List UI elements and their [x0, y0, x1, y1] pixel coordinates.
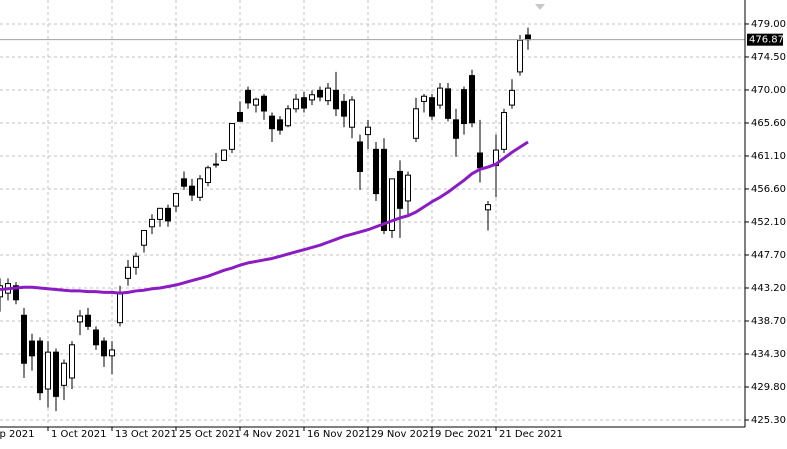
candle-body — [413, 108, 419, 139]
y-tick-label: 429.80 — [751, 382, 786, 393]
moving-average — [0, 140, 529, 295]
candle-body — [181, 178, 187, 187]
last-price-label: 476.87 — [749, 35, 784, 46]
candle-body — [389, 178, 395, 231]
candle-body — [157, 207, 163, 220]
candle-body — [381, 148, 387, 231]
y-tick-label: 470.00 — [751, 85, 786, 96]
candle-body — [341, 100, 347, 117]
candle-body — [357, 141, 363, 172]
candle-body — [221, 149, 227, 161]
candle-body — [197, 178, 203, 198]
candle-body — [525, 34, 531, 41]
candle-body — [421, 95, 427, 102]
candle-body — [13, 285, 19, 301]
x-tick-label: 1 Oct 2021 — [51, 429, 106, 440]
x-tick-label: 13 Oct 2021 — [115, 429, 177, 440]
y-tick-label: 474.50 — [751, 52, 786, 63]
candle-body — [349, 99, 355, 128]
candle-body — [325, 87, 331, 102]
x-tick-label: 25 Oct 2021 — [179, 429, 241, 440]
candle-body — [469, 75, 475, 124]
candle-body — [237, 111, 243, 122]
candle-body — [189, 185, 195, 196]
x-tick-label: 16 Nov 2021 — [307, 429, 371, 440]
candle-body — [293, 98, 299, 110]
candle-body — [213, 163, 219, 166]
candle-body — [101, 340, 107, 357]
x-tick-label: 21 Dec 2021 — [499, 429, 563, 440]
candle-body — [253, 98, 259, 106]
candle-body — [333, 89, 339, 110]
x-tick-label: Sep 2021 — [0, 429, 34, 440]
candle-body — [477, 152, 483, 169]
y-tick-label: 452.10 — [751, 217, 786, 228]
candle-body — [53, 351, 59, 397]
candle-body — [277, 119, 283, 131]
candle-body — [229, 123, 235, 150]
candle-body — [125, 266, 131, 279]
candle-body — [445, 88, 451, 119]
candle-body — [261, 95, 267, 112]
candle-body — [0, 285, 3, 298]
candle-body — [117, 292, 123, 324]
candle-body — [109, 349, 115, 357]
candle-body — [29, 340, 35, 357]
candle-body — [429, 97, 435, 117]
candle-body — [149, 218, 155, 228]
candle-body — [501, 111, 507, 150]
y-tick-label: 447.70 — [751, 250, 786, 261]
candle-body — [453, 119, 459, 139]
candle-body — [61, 362, 67, 386]
candle-body — [141, 229, 147, 246]
candle-body — [461, 89, 467, 125]
y-tick-label: 443.20 — [751, 283, 786, 294]
candle-body — [509, 89, 515, 106]
candle-body — [85, 314, 91, 327]
candle-body — [397, 170, 403, 209]
candle-body — [517, 39, 523, 73]
candle-body — [437, 87, 443, 106]
candle-body — [205, 167, 211, 184]
candle-body — [405, 174, 411, 202]
x-tick-label: 4 Nov 2021 — [243, 429, 301, 440]
last-price-box — [747, 33, 783, 46]
candle-body — [485, 204, 491, 211]
candle-body — [317, 89, 323, 98]
candle-body — [285, 108, 291, 127]
x-tick-label: 9 Dec 2021 — [435, 429, 493, 440]
candle-body — [21, 314, 27, 364]
y-tick-label: 456.60 — [751, 184, 786, 195]
candle-body — [69, 344, 75, 379]
candle-body — [373, 148, 379, 195]
candle-body — [133, 255, 139, 268]
candle-body — [173, 193, 179, 207]
candle-body — [301, 97, 307, 109]
grid — [0, 0, 745, 427]
y-tick-label: 425.30 — [751, 415, 786, 426]
candle-body — [37, 340, 43, 394]
candle-body — [269, 115, 275, 130]
x-tick-label: 29 Nov 2021 — [371, 429, 435, 440]
y-tick-label: 465.60 — [751, 118, 786, 129]
shift-marker — [535, 4, 545, 10]
candle-body — [245, 89, 251, 104]
candle-body — [165, 207, 171, 222]
y-tick-label: 434.30 — [751, 349, 786, 360]
y-tick-label: 461.10 — [751, 151, 786, 162]
y-tick-label: 438.70 — [751, 316, 786, 327]
axes: 425.30 429.80 434.30 438.70 443.20 447.70 452.… — [0, 19, 786, 440]
candle-body — [45, 351, 51, 390]
candle-body — [309, 94, 315, 101]
candle-body — [365, 126, 371, 136]
candle-body — [77, 315, 83, 323]
plot-area — [0, 27, 745, 412]
y-tick-label: 479.00 — [751, 19, 786, 30]
candle-body — [93, 329, 99, 346]
